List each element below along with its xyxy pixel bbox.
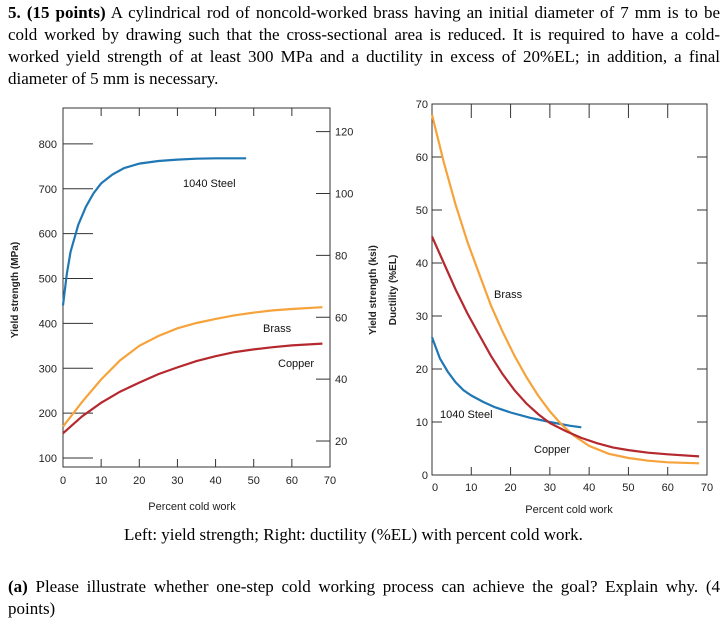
right-x-tick-label: 0 (432, 482, 438, 494)
left-series-copper (62, 342, 323, 435)
right-y-tick-label: 10 (416, 417, 428, 429)
right-x-tick-label: 40 (583, 482, 595, 494)
left-x-tick-label: 30 (171, 475, 183, 487)
left-label-copper: Copper (278, 358, 314, 370)
left-ksi-tick-label: 120 (335, 127, 353, 139)
right-y-tick-label: 20 (416, 364, 428, 376)
right-y-axis-label: Ductility (%EL) (388, 255, 399, 326)
left-x-tick-label: 60 (286, 475, 298, 487)
left-series-brass (62, 306, 323, 428)
left-ksi-tick-label: 100 (335, 188, 353, 200)
right-x-tick-label: 60 (662, 482, 674, 494)
left-x-tick-label: 20 (133, 475, 145, 487)
left-y-axis-label: Yield strength (MPa) (10, 242, 21, 338)
left-y-tick-label: 400 (39, 318, 57, 330)
left-plot-frame (62, 107, 331, 468)
right-x-tick-label: 50 (622, 482, 634, 494)
problem-statement: 5. (15 points) A cylindrical rod of nonc… (8, 2, 720, 90)
right-y-tick-label: 30 (416, 311, 428, 323)
right-y-tick-label: 70 (416, 99, 428, 111)
right-series-brass (430, 114, 700, 465)
right-y-tick-label: 60 (416, 152, 428, 164)
left-y-tick-label: 800 (39, 139, 57, 151)
left-y-tick-label: 100 (39, 453, 57, 465)
right-label-copper: Copper (534, 444, 570, 456)
left-ksi-tick-label: 60 (335, 312, 347, 324)
right-plot-frame (431, 103, 708, 476)
question-label: (a) (8, 577, 28, 596)
left-y-tick-label: 600 (39, 229, 57, 241)
left-series-steel (61, 157, 247, 306)
problem-text: A cylindrical rod of noncold-worked bras… (8, 3, 721, 88)
left-ksi-tick-label: 80 (335, 250, 347, 262)
left-label-steel: 1040 Steel (183, 178, 236, 190)
right-x-tick-label: 20 (504, 482, 516, 494)
left-x-tick-label: 0 (60, 475, 66, 487)
right-x-tick-label: 70 (701, 482, 713, 494)
left-x-tick-label: 70 (324, 475, 336, 487)
left-ksi-axis-label: Yield strength (ksi) (368, 245, 379, 335)
left-ksi-tick-label: 20 (335, 436, 347, 448)
left-x-axis-label: Percent cold work (148, 501, 236, 513)
left-y-tick-label: 500 (39, 274, 57, 286)
right-y-tick-label: 40 (416, 258, 428, 270)
right-x-axis-label: Percent cold work (525, 504, 613, 516)
left-label-brass: Brass (263, 323, 292, 335)
right-x-tick-label: 10 (465, 482, 477, 494)
left-ksi-tick-label: 40 (335, 374, 347, 386)
right-label-brass: Brass (494, 289, 523, 301)
question-text: Please illustrate whether one-step cold … (8, 577, 720, 618)
left-y-tick-label: 300 (39, 363, 57, 375)
right-y-tick-label: 0 (422, 470, 428, 482)
left-x-tick-label: 50 (248, 475, 260, 487)
right-label-steel: 1040 Steel (440, 409, 493, 421)
problem-number: 5. (8, 3, 21, 22)
left-y-tick-label: 700 (39, 184, 57, 196)
problem-points: (15 points) (26, 3, 106, 22)
right-x-tick-label: 30 (544, 482, 556, 494)
right-y-tick-label: 50 (416, 205, 428, 217)
left-x-tick-label: 10 (95, 475, 107, 487)
left-x-tick-label: 40 (209, 475, 221, 487)
right-series-copper (430, 236, 700, 458)
question-a: (a) Please illustrate whether one-step c… (8, 576, 720, 620)
figure-caption: Left: yield strength; Right: ductility (… (124, 525, 583, 544)
left-y-tick-label: 200 (39, 408, 57, 420)
